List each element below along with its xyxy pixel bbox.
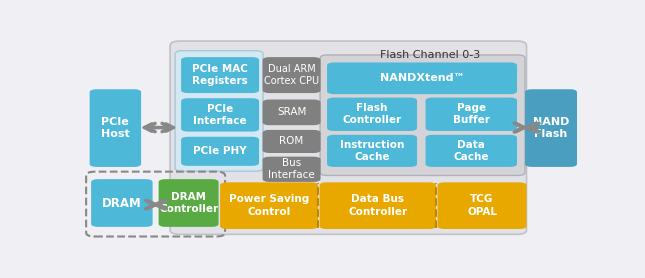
Text: DRAM: DRAM (102, 197, 142, 210)
Text: Instruction
Cache: Instruction Cache (340, 140, 404, 162)
FancyBboxPatch shape (181, 98, 259, 131)
FancyBboxPatch shape (327, 63, 517, 94)
Text: NAND
Flash: NAND Flash (533, 117, 569, 139)
Text: Data Bus
Controller: Data Bus Controller (348, 195, 408, 217)
FancyBboxPatch shape (327, 135, 417, 167)
FancyBboxPatch shape (181, 137, 259, 166)
FancyBboxPatch shape (220, 182, 318, 229)
Text: Flash
Controller: Flash Controller (342, 103, 402, 125)
Text: Dual ARM
Cortex CPU: Dual ARM Cortex CPU (264, 64, 319, 86)
Text: ROM: ROM (279, 136, 304, 147)
FancyBboxPatch shape (319, 182, 436, 229)
FancyBboxPatch shape (263, 157, 321, 182)
Text: TCG
OPAL: TCG OPAL (467, 195, 497, 217)
Text: PCIe
Host: PCIe Host (101, 117, 130, 139)
Text: PCIe
Interface: PCIe Interface (194, 104, 247, 126)
Text: Flash Channel 0-3: Flash Channel 0-3 (379, 50, 480, 60)
Text: PCIe PHY: PCIe PHY (194, 146, 247, 156)
Text: DRAM
Controller: DRAM Controller (159, 192, 218, 214)
FancyBboxPatch shape (426, 98, 517, 131)
Text: Data
Cache: Data Cache (453, 140, 489, 162)
Text: SRAM: SRAM (277, 107, 306, 117)
FancyBboxPatch shape (263, 130, 321, 153)
FancyBboxPatch shape (170, 41, 526, 234)
FancyBboxPatch shape (426, 135, 517, 167)
FancyBboxPatch shape (263, 57, 321, 93)
Text: Power Saving
Control: Power Saving Control (229, 195, 309, 217)
FancyBboxPatch shape (327, 98, 417, 131)
FancyBboxPatch shape (437, 182, 526, 229)
FancyBboxPatch shape (320, 55, 525, 175)
Text: PCIe MAC
Registers: PCIe MAC Registers (192, 64, 248, 86)
Text: Bus
Interface: Bus Interface (268, 158, 315, 180)
FancyBboxPatch shape (91, 179, 153, 227)
FancyBboxPatch shape (90, 89, 141, 167)
Text: Page
Buffer: Page Buffer (453, 103, 490, 125)
FancyBboxPatch shape (525, 89, 577, 167)
FancyBboxPatch shape (181, 57, 259, 93)
Text: NANDXtend™: NANDXtend™ (380, 73, 464, 83)
FancyBboxPatch shape (159, 179, 219, 227)
FancyBboxPatch shape (175, 51, 263, 171)
FancyBboxPatch shape (263, 100, 321, 125)
